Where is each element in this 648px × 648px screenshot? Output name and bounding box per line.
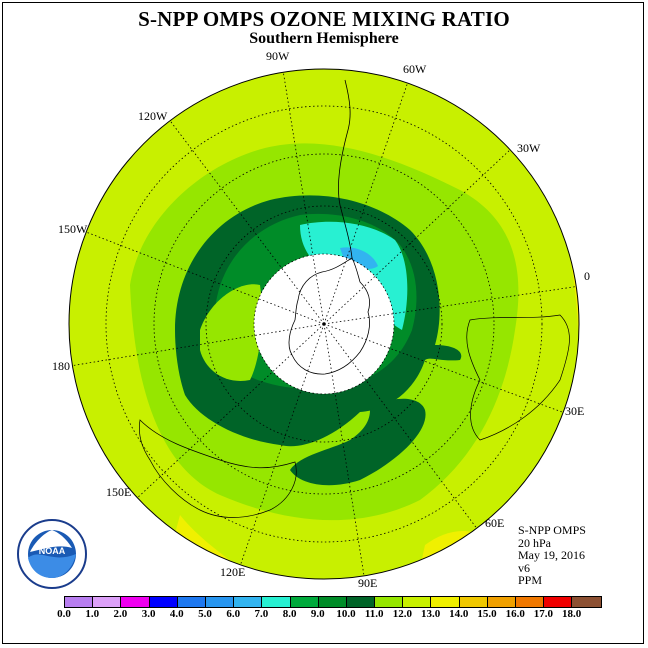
lon-label-90e: 90E [358, 576, 377, 590]
colorbar-segment [149, 597, 178, 607]
info-block: S-NPP OMPS 20 hPa May 19, 2016 v6 PPM [518, 524, 586, 587]
colorbar-tick-label: 16.0 [505, 608, 525, 620]
antarctica-coastline [288, 257, 370, 375]
lon-label-180: 180 [52, 359, 70, 373]
colorbar-tick-label: 12.0 [392, 608, 413, 620]
lon-label-120e: 120E [220, 565, 245, 579]
colorbar-segment [121, 597, 150, 607]
info-version: v6 [518, 560, 530, 575]
africa-coastline [466, 314, 570, 441]
colorbar [64, 596, 602, 608]
colorbar-tick-label: 15.0 [477, 608, 497, 620]
field-11ppm-inner [200, 284, 262, 381]
map-subtitle: Southern Hemisphere [249, 30, 399, 47]
lon-label-60w: 60W [403, 62, 427, 76]
lon-label-150e: 150E [106, 485, 131, 499]
colorbar-tick-label: 6.0 [226, 608, 241, 620]
map-boundary [68, 68, 580, 580]
colorbar-tick-label: 10.0 [336, 608, 356, 620]
lon-label-0: 0 [584, 269, 590, 283]
colorbar-segment [177, 597, 206, 607]
lon-label-30w: 30W [517, 141, 541, 155]
colorbar-segment [572, 597, 601, 607]
lon-label-150w: 150W [58, 222, 88, 236]
colorbar-segment [459, 597, 488, 607]
colorbar-segment [262, 597, 291, 607]
info-units: PPM [518, 573, 543, 588]
info-date: May 19, 2016 [518, 548, 585, 563]
colorbar-tick-label: 5.0 [198, 608, 212, 620]
colorbar-ticks: 0.0 1.0 2.0 3.0 4.0 5.0 6.0 7.0 8.0 9.0 10.0 11.0 12… [50, 608, 610, 622]
south-pole-dot [322, 322, 326, 326]
colorbar-segment [346, 597, 376, 607]
colorbar-segment [516, 597, 545, 607]
lon-label-60e: 60E [485, 516, 504, 530]
colorbar-tick-label: 14.0 [449, 608, 469, 620]
colorbar-segment [431, 597, 460, 607]
latitude-circles [105, 105, 543, 543]
info-level: 20 hPa [518, 535, 551, 550]
colorbar-tick-label: 2.0 [113, 608, 128, 620]
info-instrument: S-NPP OMPS [518, 523, 586, 537]
colorbar-segment [544, 597, 573, 607]
meridians [69, 69, 579, 579]
colorbar-tick-label: 3.0 [141, 608, 156, 620]
colorbar-segment [375, 597, 404, 607]
colorbar-tick-label: 8.0 [282, 608, 297, 620]
colorbar-tick-label: 17.0 [533, 608, 554, 620]
noaa-logo: NOAA [17, 519, 87, 589]
colorbar-tick-label: 9.0 [310, 608, 325, 620]
colorbar-segment [205, 597, 235, 607]
colorbar-tick-label: 4.0 [169, 608, 184, 620]
colorbar-tick-label: 13.0 [420, 608, 441, 620]
lon-label-30e: 30E [565, 404, 584, 418]
colorbar-segment [487, 597, 516, 607]
colorbar-segment [318, 597, 347, 607]
colorbar-segment [403, 597, 432, 607]
colorbar-tick-label: 18.0 [561, 608, 582, 620]
lon-label-90w: 90W [266, 49, 290, 63]
australia-coastline [138, 419, 297, 518]
colorbar-segment [65, 597, 94, 607]
colorbar-tick-label: 0.0 [57, 608, 71, 620]
lon-label-120w: 120W [138, 109, 168, 123]
map-title: S-NPP OMPS OZONE MIXING RATIO [138, 7, 510, 31]
noaa-logo-text: NOAA [39, 546, 66, 556]
colorbar-tick-label: 1.0 [85, 608, 100, 620]
colorbar-segment [93, 597, 122, 607]
colorbar-segment [234, 597, 263, 607]
colorbar-segment [290, 597, 319, 607]
colorbar-tick-label: 11.0 [364, 608, 384, 620]
colorbar-tick-label: 7.0 [254, 608, 269, 620]
